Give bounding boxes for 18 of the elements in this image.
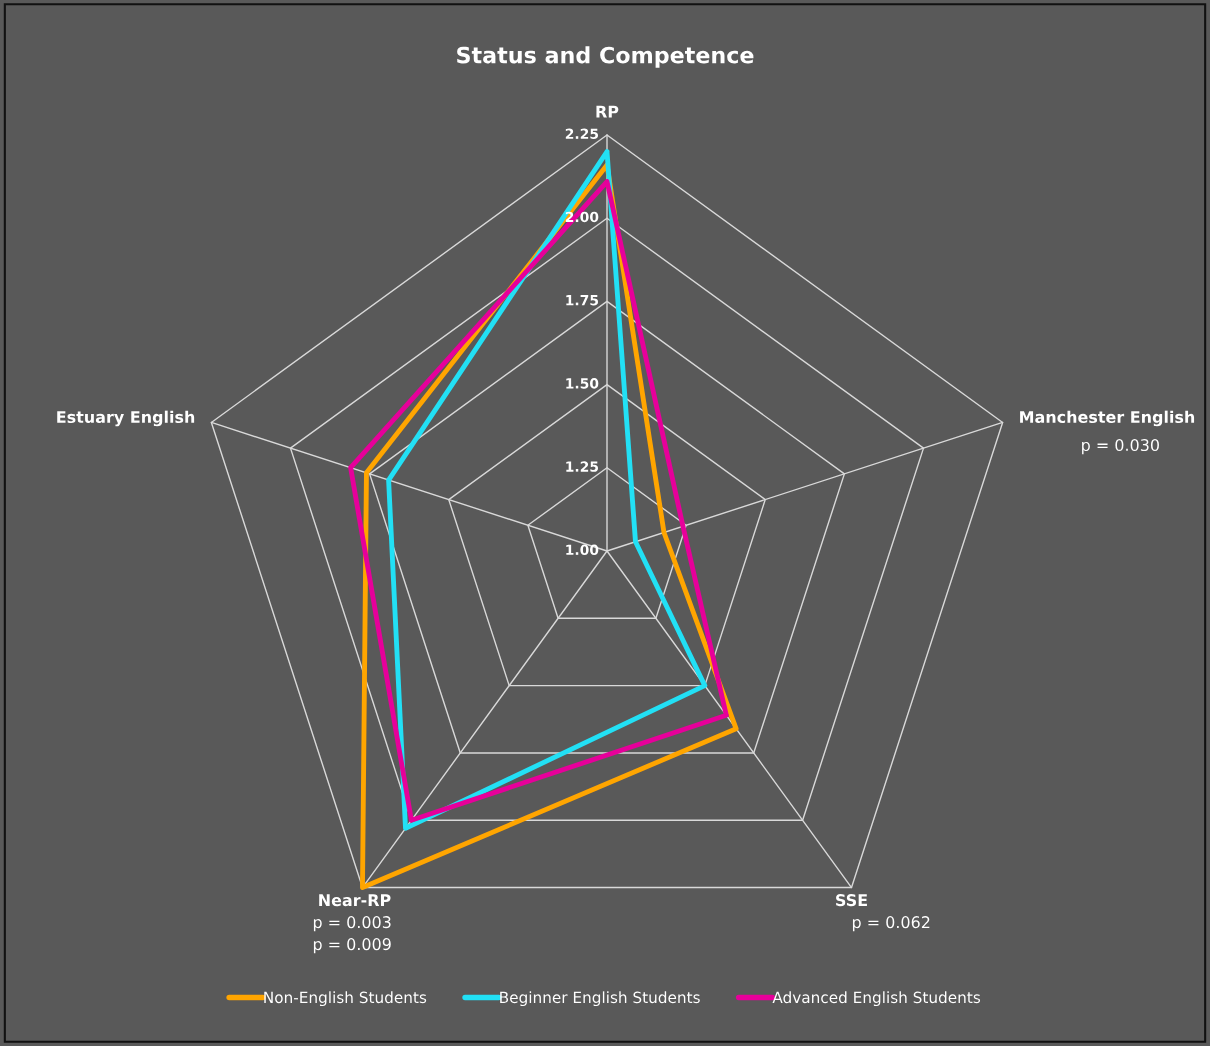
text: p = 0.009 <box>313 938 391 954</box>
y-tick-label: 1.75 <box>566 295 599 306</box>
legend-label: Advanced English Students <box>772 991 981 1007</box>
spoke-label: Estuary English <box>57 410 195 427</box>
spoke-label: SSE <box>836 894 867 907</box>
spoke-label: RP <box>596 105 619 118</box>
chart-title: Status and Competence <box>457 46 754 68</box>
text: p = 0.030 <box>1082 439 1159 455</box>
spoke-label: Near-RP <box>319 894 391 907</box>
y-tick-label: 1.00 <box>566 544 599 556</box>
legend-label: Non-English Students <box>264 991 427 1007</box>
text: p = 0.003 <box>313 916 391 932</box>
spoke-label: Manchester English <box>1020 410 1195 427</box>
y-tick-label: 1.50 <box>566 378 599 389</box>
y-tick-label: 2.25 <box>565 128 599 140</box>
y-tick-label: 1.25 <box>566 461 599 472</box>
text: p = 0.062 <box>852 916 930 932</box>
legend-label: Beginner English Students <box>500 991 700 1007</box>
